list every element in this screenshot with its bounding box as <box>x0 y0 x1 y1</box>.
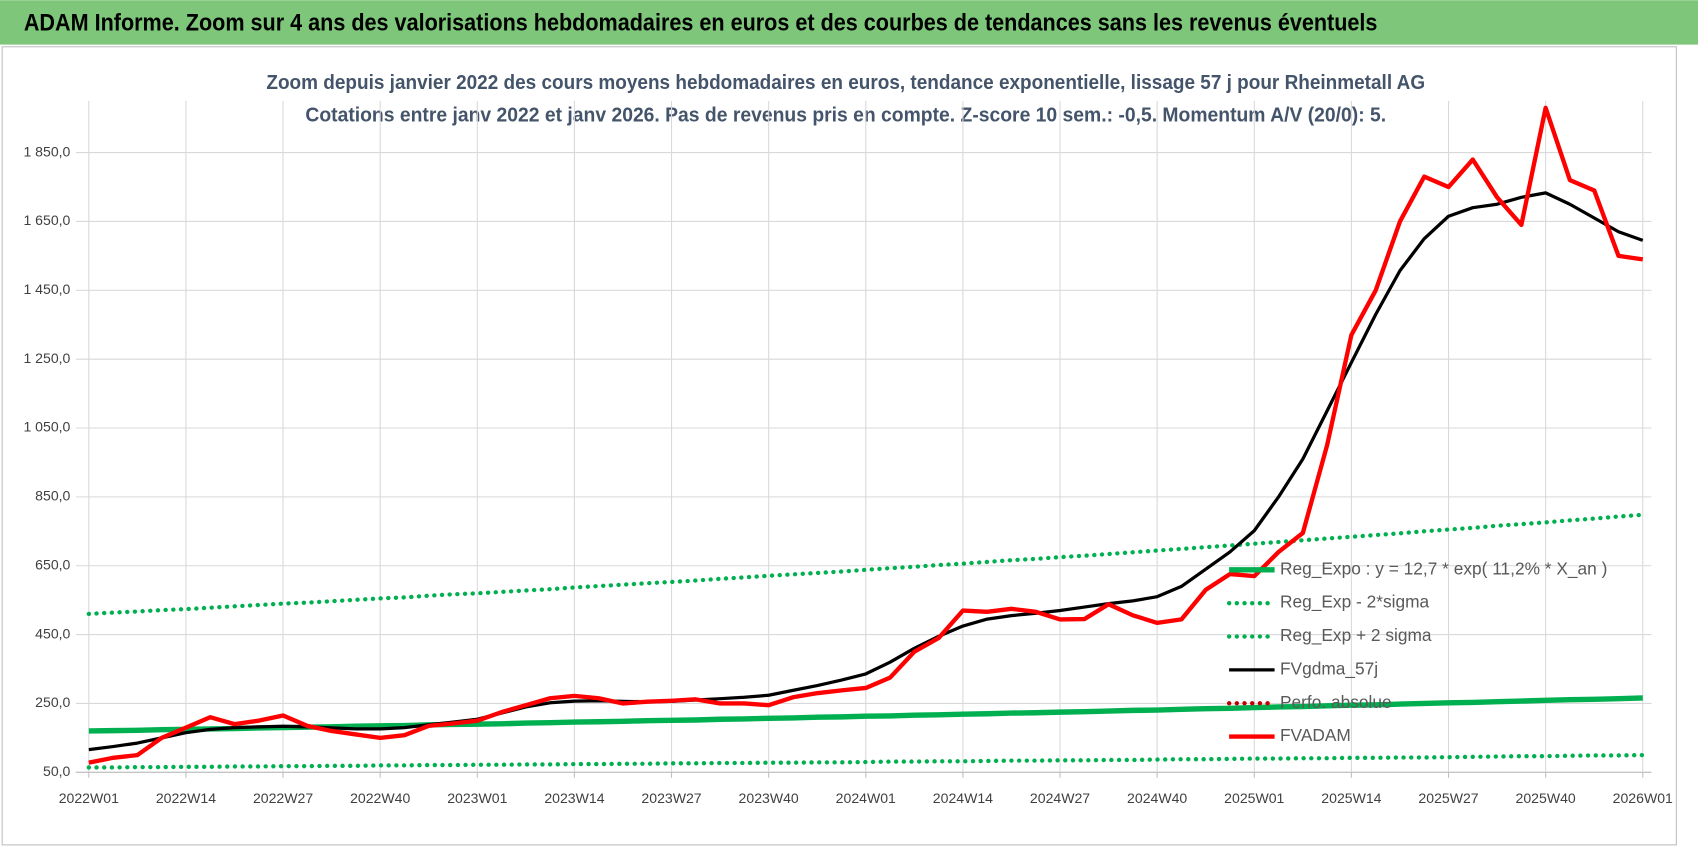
legend-label: Reg_Expo : y = 12,7 * exp( 11,2% * X_an … <box>1280 558 1607 578</box>
y-tick-label: 250,0 <box>35 694 70 710</box>
y-tick-label: 850,0 <box>35 488 70 504</box>
y-tick-label: 1 650,0 <box>23 212 70 228</box>
plot <box>86 105 1645 770</box>
x-tick-label: 2023W40 <box>739 790 799 806</box>
x-tick-label: 2023W14 <box>544 790 604 806</box>
x-tick-label: 2024W01 <box>836 790 896 806</box>
y-tick-label: 650,0 <box>35 556 70 572</box>
header-bar <box>0 0 1698 45</box>
x-tick-label: 2022W40 <box>350 790 410 806</box>
x-tick-label: 2025W01 <box>1224 790 1284 806</box>
x-tick-label: 2022W14 <box>156 790 216 806</box>
chart-border <box>1 46 1677 846</box>
series-line <box>86 512 1645 617</box>
y-tick-label: 1 850,0 <box>23 143 70 159</box>
x-tick-label: 2026W01 <box>1613 790 1673 806</box>
y-tick-label: 1 450,0 <box>23 281 70 297</box>
x-tick-label: 2025W40 <box>1516 790 1576 806</box>
series-line <box>88 695 1643 734</box>
page-title: ADAM Informe. Zoom sur 4 ans des valoris… <box>24 9 1378 36</box>
legend: Reg_Expo : y = 12,7 * exp( 11,2% * X_an … <box>1226 558 1607 745</box>
x-tick-label: 2023W01 <box>447 790 507 806</box>
chart-title: Zoom depuis janvier 2022 des cours moyen… <box>266 71 1425 94</box>
x-tick-label: 2024W27 <box>1030 790 1090 806</box>
series-line <box>86 752 1645 770</box>
y-tick-label: 50,0 <box>43 763 71 779</box>
y-tick-label: 1 050,0 <box>23 419 70 435</box>
legend-label: FVADAM <box>1280 725 1351 745</box>
x-tick-label: 2022W27 <box>253 790 313 806</box>
series-line <box>88 105 1644 765</box>
x-tick-label: 2025W27 <box>1418 790 1478 806</box>
legend-label: Perfo. absolue <box>1280 692 1392 712</box>
x-tick-label: 2024W40 <box>1127 790 1187 806</box>
grid: 50,0 250,0 450,0 650,0 850,0 1 050,0 1 250,0 1 … <box>23 100 1673 806</box>
series-line <box>88 191 1644 752</box>
x-tick-label: 2024W14 <box>933 790 993 806</box>
x-tick-label: 2023W27 <box>641 790 701 806</box>
legend-label: Reg_Exp + 2 sigma <box>1280 625 1432 645</box>
x-tick-label: 2025W14 <box>1321 790 1381 806</box>
y-tick-label: 1 250,0 <box>23 350 70 366</box>
chart-subtitle: Cotations entre janv 2022 et janv 2026. … <box>305 104 1386 127</box>
legend-label: Reg_Exp - 2*sigma <box>1280 592 1430 612</box>
x-tick-label: 2022W01 <box>59 790 119 806</box>
y-tick-label: 450,0 <box>35 625 70 641</box>
legend-label: FVgdma_57j <box>1280 658 1378 678</box>
